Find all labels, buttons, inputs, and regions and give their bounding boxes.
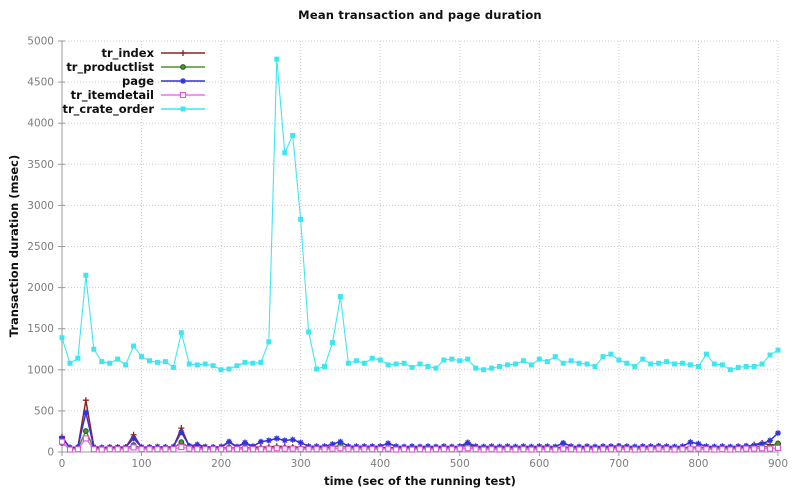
svg-text:3500: 3500 [27,159,54,171]
legend-sample-line-tr-index [161,50,205,56]
gridlines [61,40,779,453]
svg-text:5000: 5000 [27,36,54,48]
svg-text:400: 400 [370,458,390,470]
svg-text:500: 500 [450,458,470,470]
series-tr_itemdetail [58,435,782,453]
svg-text:0: 0 [47,447,54,459]
svg-text:3000: 3000 [27,200,54,212]
x-axis-title: time (sec of the running test) [324,474,516,488]
svg-text:800: 800 [688,458,708,470]
svg-text:900: 900 [768,458,788,470]
svg-text:4500: 4500 [27,77,54,89]
svg-text:200: 200 [211,458,231,470]
svg-text:4000: 4000 [27,118,54,130]
legend-label-tr-index: tr_index [101,46,155,60]
legend-sample-line-tr-crate-order [161,106,205,112]
legend-item-tr-productlist: tr_productlist [58,60,205,74]
svg-text:700: 700 [609,458,629,470]
svg-text:500: 500 [34,405,54,417]
svg-text:2500: 2500 [27,241,54,253]
series-tr_crate_order [59,56,781,373]
chart-title: Mean transaction and page duration [298,8,542,22]
y-tick-labels: 0 500 1000 1500 2000 2500 3000 3500 4000 4500 5000 [27,36,54,459]
svg-text:1000: 1000 [27,364,54,376]
legend: tr_index tr_productlist page tr_itemdeta… [58,46,205,116]
legend-sample-line-tr-itemdetail [161,91,205,99]
legend-sample-line-tr-productlist [161,64,205,70]
legend-label-tr-productlist: tr_productlist [66,60,154,74]
svg-text:1500: 1500 [27,323,54,335]
legend-item-tr-itemdetail: tr_itemdetail [58,88,205,102]
svg-text:100: 100 [132,458,152,470]
legend-label-tr-itemdetail: tr_itemdetail [70,88,154,102]
legend-item-tr-crate-order: tr_crate_order [58,102,205,116]
svg-text:300: 300 [291,458,311,470]
legend-label-page: page [121,74,154,88]
x-tick-labels: 0 100 200 300 400 500 600 700 800 900 [59,458,788,470]
legend-label-tr-crate-order: tr_crate_order [62,102,155,116]
svg-text:600: 600 [529,458,549,470]
series-tr_index [59,397,781,451]
svg-text:0: 0 [59,458,66,470]
y-axis-title: Transaction duration (msec) [7,154,21,338]
series-page [59,409,781,451]
legend-item-tr-index: tr_index [58,46,205,60]
legend-sample-line-page [161,78,205,84]
svg-text:2000: 2000 [27,282,54,294]
legend-item-page: page [58,74,205,88]
